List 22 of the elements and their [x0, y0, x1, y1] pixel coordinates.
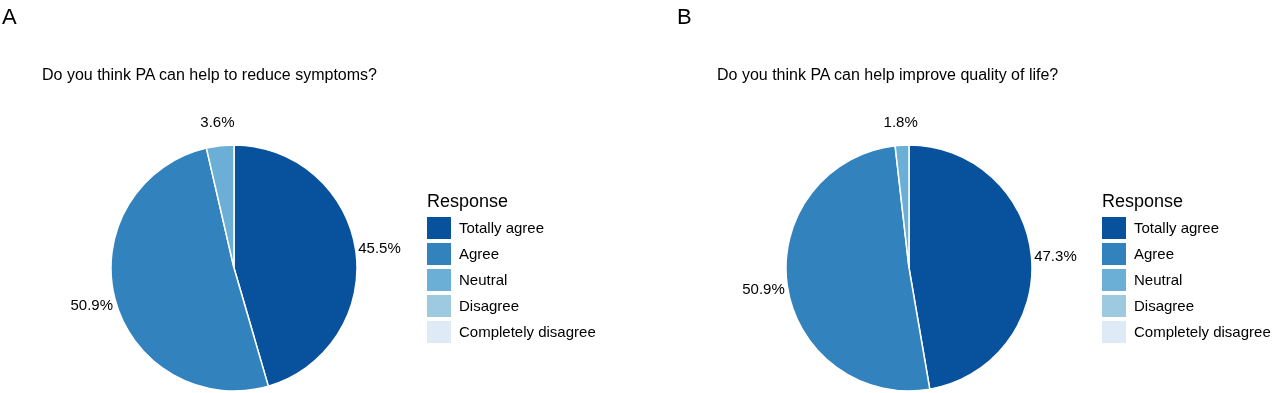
chart-title: A — [2, 4, 17, 29]
legend-title: Response — [1102, 191, 1184, 211]
legend-label: Totally agree — [459, 219, 545, 237]
data-label: 50.9% — [742, 279, 785, 297]
data-label: 45.5% — [358, 238, 401, 256]
legend-label: Disagree — [459, 297, 520, 315]
legend-label: Neutral — [1134, 271, 1183, 289]
data-label: 3.6% — [200, 113, 235, 131]
chart-subtitle: Do you think PA can help to reduce symptoms? — [42, 66, 378, 83]
legend-label: Completely disagree — [459, 323, 596, 341]
chart-title: B — [677, 4, 692, 29]
legend-label: Agree — [459, 245, 500, 263]
legend-label: Totally agree — [1134, 219, 1220, 237]
data-label: 47.3% — [1034, 246, 1077, 264]
legend-title: Response — [427, 191, 509, 211]
legend-label: Neutral — [459, 271, 508, 289]
data-label: 50.9% — [70, 296, 114, 314]
legend-label: Agree — [1134, 245, 1175, 263]
legend-label: Completely disagree — [1134, 323, 1271, 341]
data-label: 1.8% — [883, 112, 918, 130]
legend-label: Disagree — [1134, 297, 1195, 315]
chart-subtitle: Do you think PA can help improve quality of life? — [717, 66, 1059, 83]
